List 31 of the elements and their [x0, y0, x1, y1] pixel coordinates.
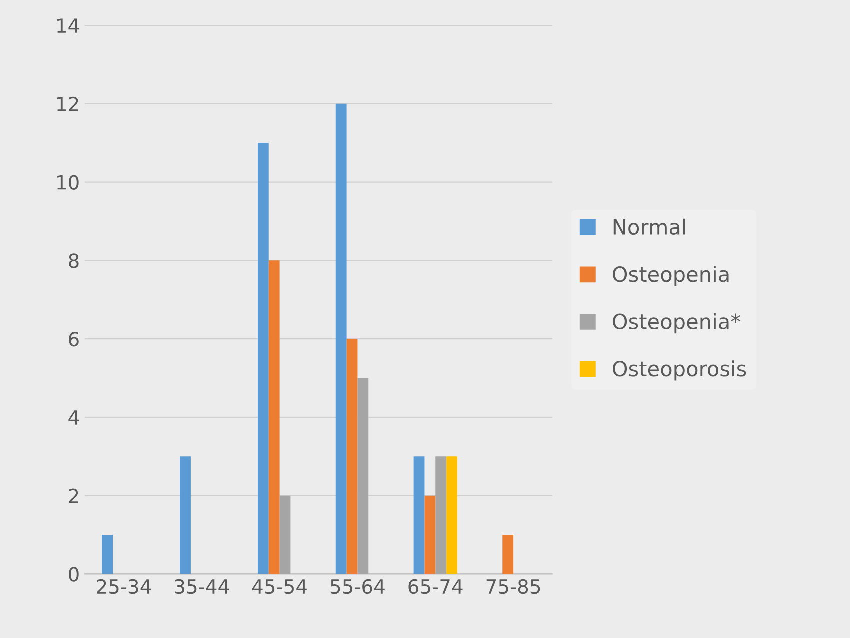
bar [502, 535, 514, 574]
bar [358, 378, 369, 574]
bar [346, 339, 358, 574]
x-tick-label: 35-44 [175, 579, 230, 594]
y-tick-label: 12 [58, 96, 78, 112]
y-tick-label: 0 [69, 567, 79, 582]
bar [446, 456, 458, 574]
bar [336, 104, 347, 574]
legend-label: Normal [614, 218, 686, 236]
y-tick-label: 6 [69, 332, 79, 347]
bar [258, 143, 269, 574]
bar [424, 496, 436, 574]
bar [436, 456, 447, 574]
y-tick-label: 8 [69, 254, 79, 268]
bar [280, 496, 291, 574]
x-tick-label: 55-64 [330, 579, 385, 594]
legend-label: Osteopenia* [613, 313, 740, 334]
bar [180, 456, 191, 574]
y-tick-label: 2 [69, 488, 78, 504]
x-tick-label: 65-74 [408, 579, 463, 594]
bar [414, 456, 425, 574]
x-tick-label: 75-85 [486, 579, 540, 594]
bar [102, 535, 114, 574]
y-tick-label: 10 [58, 175, 79, 190]
y-tick-label: 4 [68, 410, 80, 425]
legend-label: Osteopenia [613, 266, 729, 286]
x-tick-label: 25-34 [97, 579, 152, 594]
bar [268, 260, 280, 574]
y-tick-label: 14 [58, 18, 80, 33]
x-tick-label: 45-54 [252, 580, 307, 594]
legend-label: Osteoporosis [613, 360, 746, 381]
